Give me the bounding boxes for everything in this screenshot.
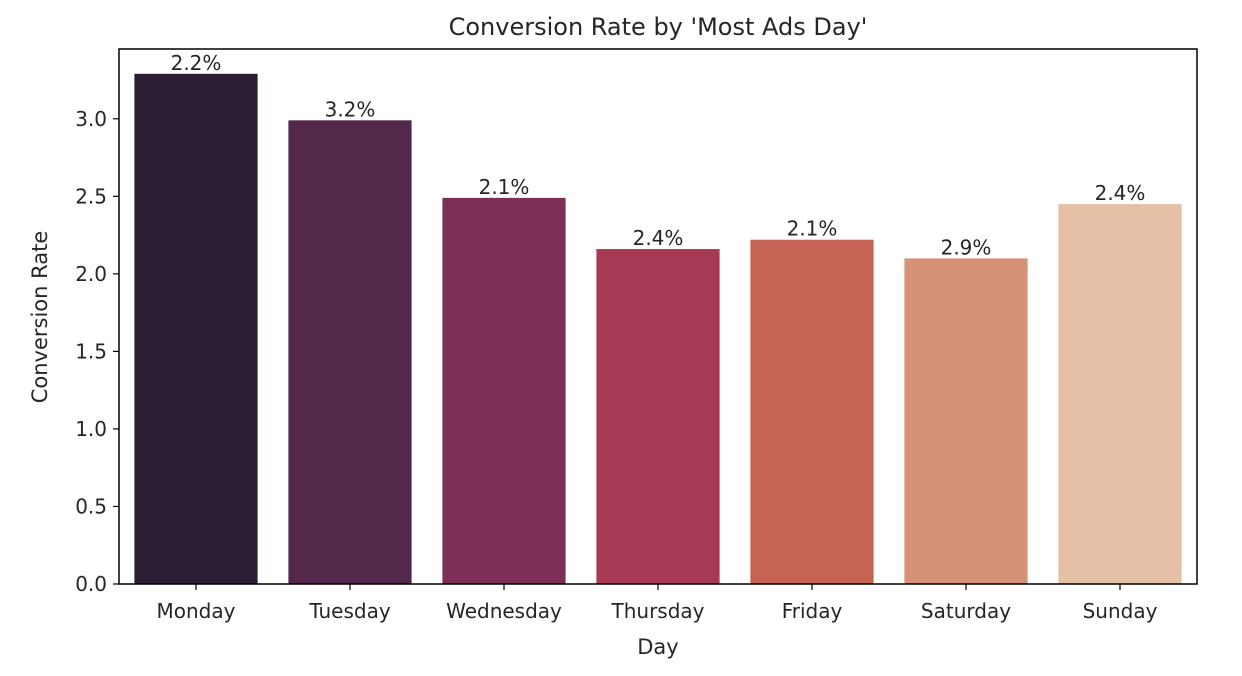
bar-sunday [1058, 204, 1182, 585]
y-tick-label: 1.5 [75, 339, 107, 363]
chart-title: Conversion Rate by 'Most Ads Day' [449, 13, 868, 41]
y-tick-label: 1.0 [75, 417, 107, 441]
x-tick-label: Monday [157, 599, 236, 623]
bar-value-labels: 2.2% 3.2% 2.1% 2.4% 2.1% 2.9% 2.4% [171, 51, 1146, 260]
bar-thursday [596, 249, 720, 585]
x-axis-label: Day [637, 635, 678, 659]
y-axis: 0.0 0.5 1.0 1.5 2.0 2.5 3.0 [75, 107, 119, 596]
bar-value-label: 2.1% [787, 217, 838, 241]
bar-saturday [904, 258, 1028, 584]
y-tick-label: 3.0 [75, 107, 107, 131]
bar-tuesday [288, 120, 412, 584]
y-axis-label: Conversion Rate [28, 231, 52, 404]
bars-group [134, 73, 1182, 585]
x-tick-label: Tuesday [308, 599, 391, 623]
plot-frame [118, 48, 1198, 585]
bar-monday [134, 73, 258, 585]
bar-value-label: 2.9% [941, 235, 992, 259]
bar-value-label: 2.2% [171, 51, 222, 75]
y-tick-label: 0.0 [75, 572, 107, 596]
bar-value-label: 2.4% [1095, 181, 1146, 205]
bar-value-label: 2.4% [633, 226, 684, 250]
x-tick-label: Saturday [921, 599, 1011, 623]
bar-wednesday [442, 197, 566, 584]
x-tick-label: Wednesday [446, 599, 562, 623]
x-tick-label: Thursday [611, 599, 705, 623]
bar-friday [750, 239, 874, 584]
x-tick-label: Sunday [1083, 599, 1158, 623]
bar-value-label: 2.1% [479, 175, 530, 199]
y-tick-label: 2.0 [75, 262, 107, 286]
x-axis: Monday Tuesday Wednesday Thursday Friday Satu… [157, 584, 1158, 623]
bar-value-label: 3.2% [325, 97, 376, 121]
y-tick-label: 2.5 [75, 184, 107, 208]
y-tick-label: 0.5 [75, 494, 107, 518]
x-tick-label: Friday [782, 599, 843, 623]
